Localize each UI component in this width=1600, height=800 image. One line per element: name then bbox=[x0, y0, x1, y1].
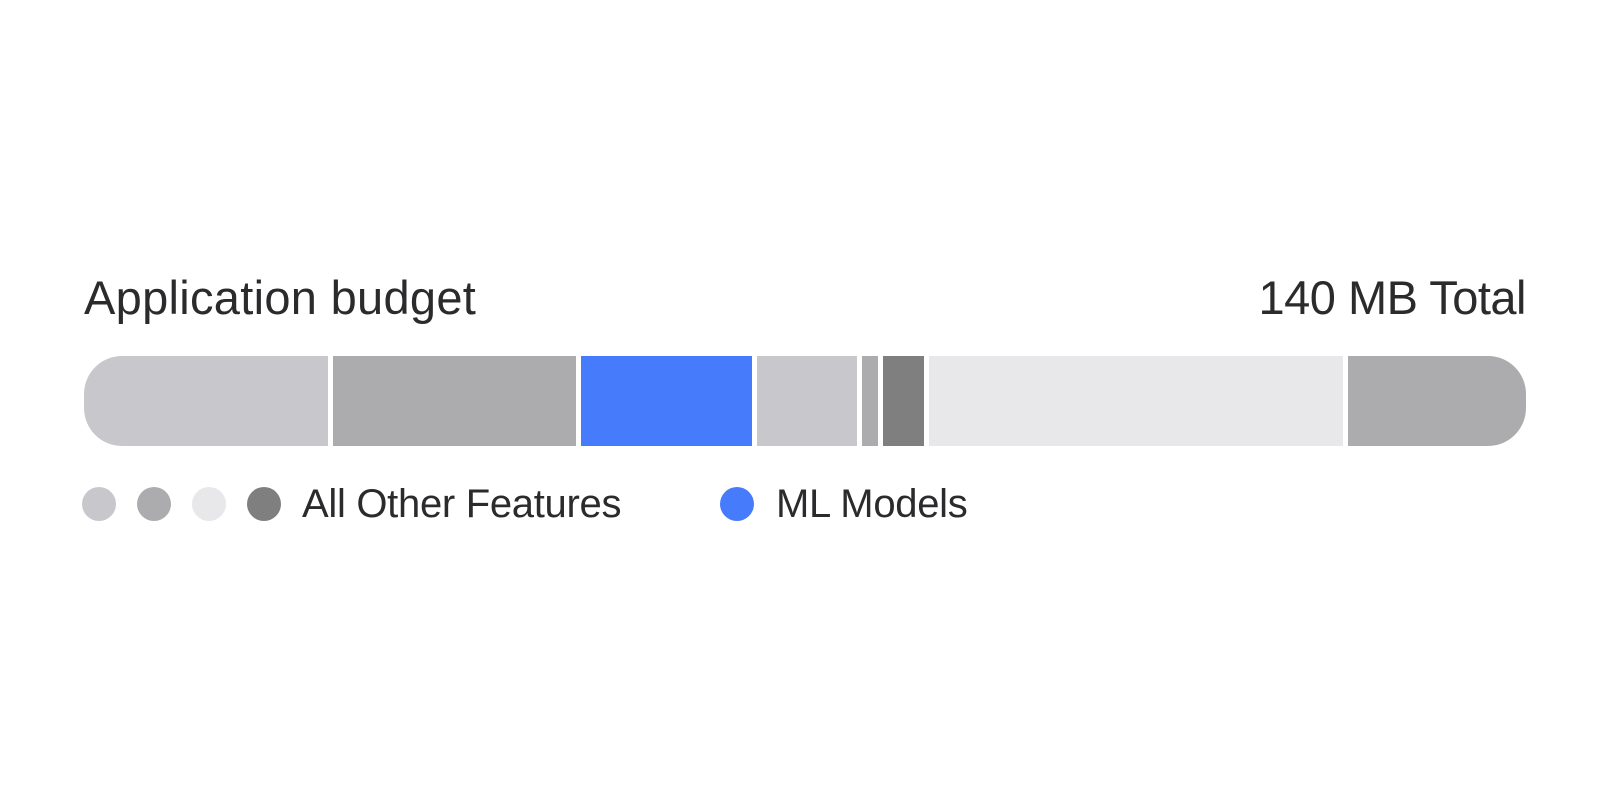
stacked-budget-bar bbox=[84, 356, 1526, 446]
legend-swatch-ml-models bbox=[720, 487, 754, 521]
legend-swatch-other-1 bbox=[82, 487, 116, 521]
chart-header: Application budget 140 MB Total bbox=[84, 270, 1527, 326]
bar-segment-other-features bbox=[756, 356, 858, 446]
bar-segment-other-features bbox=[84, 356, 328, 446]
bar-segment-other-features bbox=[929, 356, 1344, 446]
legend-swatch-other-4 bbox=[247, 487, 281, 521]
total-label: 140 MB Total bbox=[1258, 271, 1527, 324]
legend-swatch-other-3 bbox=[192, 487, 226, 521]
chart-title: Application budget bbox=[84, 271, 477, 324]
bar-segment-other-features bbox=[332, 356, 577, 446]
legend-label-ml-models: ML Models bbox=[776, 482, 968, 526]
legend-swatch-other-2 bbox=[137, 487, 171, 521]
bar-segment-other-features bbox=[1348, 356, 1526, 446]
bar-segment-other-features bbox=[862, 356, 878, 446]
legend: All Other Features ML Models bbox=[82, 480, 1182, 528]
legend-label-other-features: All Other Features bbox=[302, 482, 622, 526]
bar-segment-other-features bbox=[882, 356, 924, 446]
bar-segment-ml-models bbox=[581, 356, 752, 446]
